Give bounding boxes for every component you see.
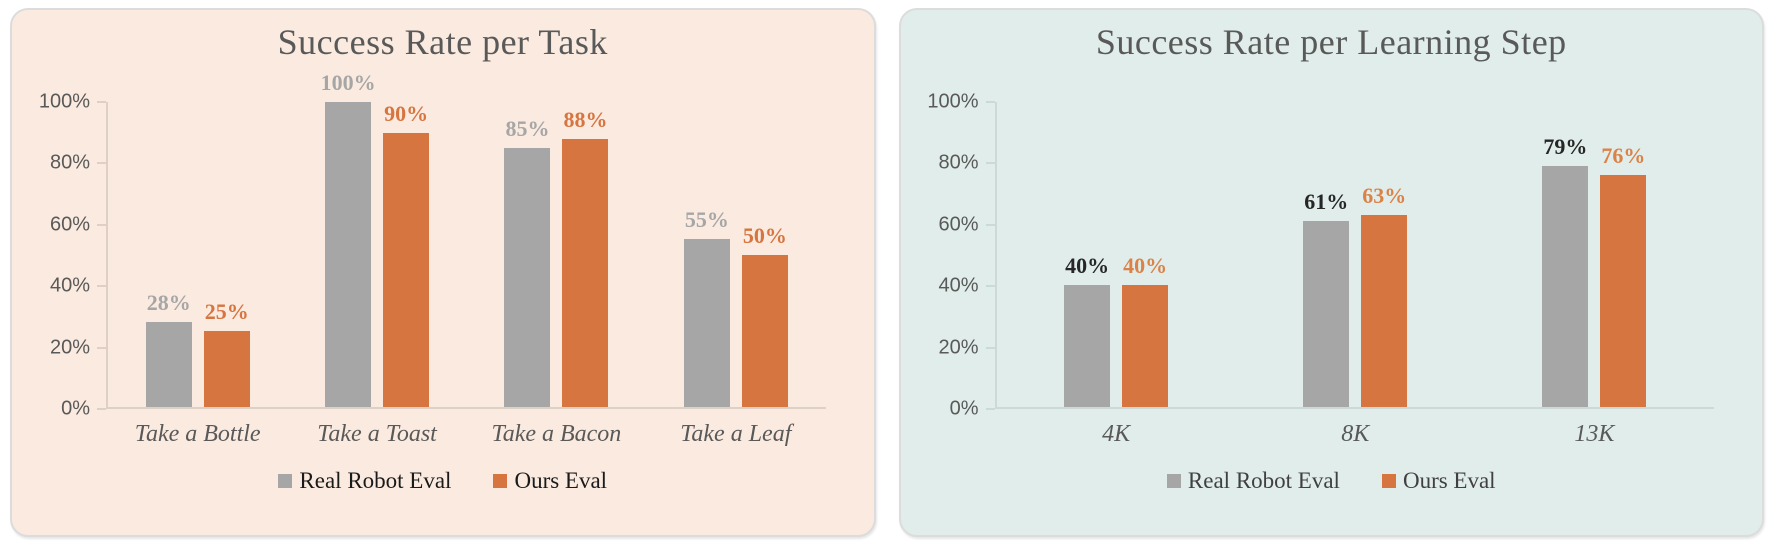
bar-ours-eval-take-a-toast: 90% <box>383 101 430 407</box>
y-tick-mark <box>97 223 106 226</box>
bar-value-label: 88% <box>563 106 608 132</box>
bar-ours-eval-8k: 63% <box>1361 183 1408 407</box>
y-tick-label: 40% <box>938 274 979 297</box>
bar-value-label: 63% <box>1362 182 1407 208</box>
y-tick-mark <box>97 346 106 349</box>
legend-label: Ours Eval <box>514 468 608 493</box>
bar-value-label: 55% <box>684 207 729 233</box>
bar-ours-eval-take-a-bacon: 88% <box>562 107 609 407</box>
x-category-label-4k: 4K <box>1102 421 1131 447</box>
y-tick-label: 20% <box>49 336 90 359</box>
legend: Real Robot Eval Ours Eval <box>30 468 856 494</box>
bar-value-label: 28% <box>146 289 191 315</box>
bar-real-robot-eval-take-a-bottle: 28% <box>145 290 192 407</box>
bar-group-take-a-toast: 100% 90% <box>287 70 466 407</box>
legend-swatch <box>1166 474 1181 488</box>
task-chart-title: Success Rate per Task <box>277 22 608 62</box>
x-category-label-take-a-bacon: Take a Bacon <box>491 421 622 447</box>
y-tick-label: 60% <box>49 213 90 236</box>
bar-value-label: 79% <box>1543 134 1588 160</box>
bar-real-robot-eval-8k: 61% <box>1303 189 1350 407</box>
x-category-label-13k: 13K <box>1574 421 1615 447</box>
y-tick-mark <box>985 408 995 410</box>
y-tick-label: 0% <box>61 397 90 420</box>
bar-real-robot-eval-take-a-bacon: 85% <box>504 116 551 407</box>
bar-value-label: 100% <box>320 70 376 95</box>
y-tick-label: 40% <box>49 274 90 297</box>
bar-group-13k: 79% 76% <box>1475 102 1714 407</box>
y-tick-label: 100% <box>927 90 979 113</box>
learning-step-chart-title: Success Rate per Learning Step <box>1095 22 1567 62</box>
legend-swatch <box>493 474 508 488</box>
bar-value-label: 50% <box>742 222 787 248</box>
x-axis: Take a Bottle Take a Toast Take a Bacon Tak… <box>108 421 826 448</box>
legend-swatch <box>1381 474 1396 488</box>
legend-label: Real Robot Eval <box>1187 468 1340 493</box>
y-tick-mark <box>985 223 995 226</box>
x-category-label-8k: 8K <box>1341 421 1370 447</box>
y-tick-mark <box>97 408 106 410</box>
legend-label: Ours Eval <box>1402 468 1496 493</box>
bar-value-label: 40% <box>1065 253 1110 278</box>
bar-ours-eval-take-a-leaf: 50% <box>741 223 788 407</box>
plot-area: 40% 40% 61% 63% 79% 76% <box>994 102 1714 409</box>
learning-step-chart-panel: Success Rate per Learning Step 0% 20% 40% 6… <box>898 8 1764 537</box>
bar-group-8k: 61% 63% <box>1236 102 1475 407</box>
legend-swatch <box>278 474 293 488</box>
bar-ours-eval-take-a-bottle: 25% <box>203 299 250 407</box>
y-tick-label: 100% <box>38 90 90 113</box>
learning-step-chart-plot-row: 0% 20% 40% 60% 80% 100% 40% 40% 61% 63% 79% 76% <box>919 91 1745 420</box>
legend-item-real-robot-eval: Real Robot Eval <box>1166 468 1340 494</box>
bar-ours-eval-13k: 76% <box>1600 143 1647 407</box>
y-tick-mark <box>97 162 106 165</box>
task-chart-panel: Success Rate per Task 0% 20% 40% 60% 80% 100%… <box>10 8 876 537</box>
bar-value-label: 25% <box>204 298 249 324</box>
task-chart-plot-row: 0% 20% 40% 60% 80% 100% 28% 25% 100% 90% 85% 88% 55… <box>30 70 856 420</box>
bar-group-4k: 40% 40% <box>997 102 1236 407</box>
legend-item-ours-eval: Ours Eval <box>493 468 607 494</box>
legend-label: Real Robot Eval <box>299 468 452 493</box>
plot-area: 28% 25% 100% 90% 85% 88% 55% 50% <box>106 70 826 409</box>
bar-value-label: 85% <box>505 115 550 141</box>
y-axis: 0% 20% 40% 60% 80% 100% <box>919 91 995 420</box>
y-tick-mark <box>985 162 995 165</box>
bar-real-robot-eval-take-a-leaf: 55% <box>683 207 730 407</box>
y-tick-label: 80% <box>49 151 90 174</box>
bar-real-robot-eval-take-a-toast: 100% <box>321 70 376 407</box>
y-tick-mark <box>985 285 995 288</box>
bar-real-robot-eval-13k: 79% <box>1542 134 1589 407</box>
x-axis: 4K 8K 13K <box>997 421 1715 448</box>
legend-item-ours-eval: Ours Eval <box>1381 468 1496 494</box>
y-tick-label: 80% <box>938 151 979 174</box>
y-tick-mark <box>985 346 995 349</box>
bar-value-label: 76% <box>1601 143 1646 169</box>
legend-item-real-robot-eval: Real Robot Eval <box>278 468 451 494</box>
x-category-label-take-a-bottle: Take a Bottle <box>134 421 261 447</box>
x-category-label-take-a-toast: Take a Toast <box>317 421 437 447</box>
y-tick-label: 20% <box>938 336 979 359</box>
x-category-label-take-a-leaf: Take a Leaf <box>680 421 792 447</box>
y-tick-label: 0% <box>949 397 979 420</box>
bar-group-take-a-leaf: 55% 50% <box>646 102 825 407</box>
y-tick-mark <box>985 101 995 103</box>
y-tick-label: 60% <box>938 213 979 236</box>
bar-value-label: 40% <box>1123 253 1168 278</box>
bar-group-take-a-bottle: 28% 25% <box>108 102 287 407</box>
y-axis: 0% 20% 40% 60% 80% 100% <box>30 91 106 420</box>
bar-ours-eval-4k: 40% <box>1122 253 1169 407</box>
legend: Real Robot Eval Ours Eval <box>919 468 1745 494</box>
y-tick-mark <box>97 285 106 288</box>
bar-value-label: 90% <box>384 100 429 126</box>
bar-real-robot-eval-4k: 40% <box>1064 253 1111 407</box>
bar-group-take-a-bacon: 85% 88% <box>467 102 646 407</box>
bar-value-label: 61% <box>1304 188 1349 214</box>
y-tick-mark <box>97 101 106 103</box>
